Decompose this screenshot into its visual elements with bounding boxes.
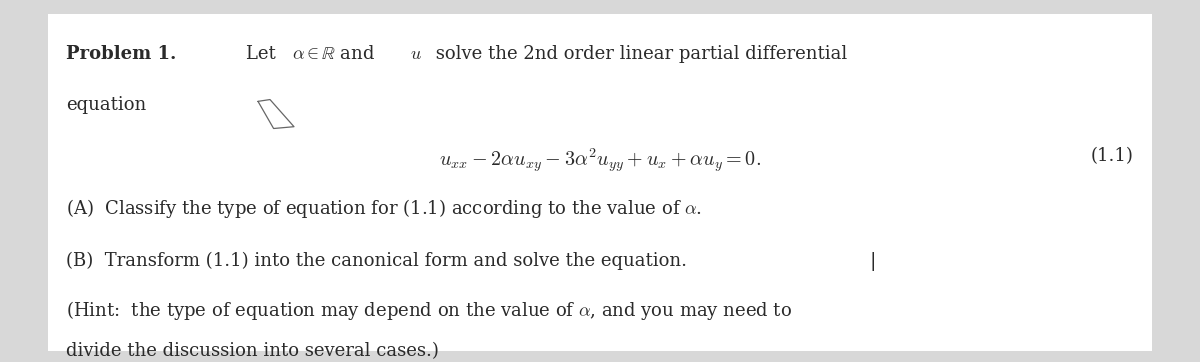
Text: $u_{xx} - 2\alpha u_{xy} - 3\alpha^2 u_{yy} + u_x + \alpha u_y = 0.$: $u_{xx} - 2\alpha u_{xy} - 3\alpha^2 u_{… — [439, 147, 761, 175]
Text: Problem 1.: Problem 1. — [66, 45, 176, 63]
Text: |: | — [870, 252, 876, 270]
Text: divide the discussion into several cases.): divide the discussion into several cases… — [66, 342, 439, 360]
Text: $u$: $u$ — [410, 45, 422, 63]
Text: Let: Let — [246, 45, 282, 63]
Text: solve the 2nd order linear partial differential: solve the 2nd order linear partial diffe… — [430, 45, 847, 63]
Text: (B)  Transform (1.1) into the canonical form and solve the equation.: (B) Transform (1.1) into the canonical f… — [66, 252, 686, 270]
Text: equation: equation — [66, 96, 146, 114]
Text: (A)  Classify the type of equation for (1.1) according to the value of $\alpha$.: (A) Classify the type of equation for (1… — [66, 197, 702, 220]
Text: $\alpha \in \mathbb{R}$ and: $\alpha \in \mathbb{R}$ and — [292, 45, 376, 63]
Text: (Hint:  the type of equation may depend on the value of $\alpha$, and you may ne: (Hint: the type of equation may depend o… — [66, 299, 792, 322]
Text: (1.1): (1.1) — [1091, 147, 1134, 165]
